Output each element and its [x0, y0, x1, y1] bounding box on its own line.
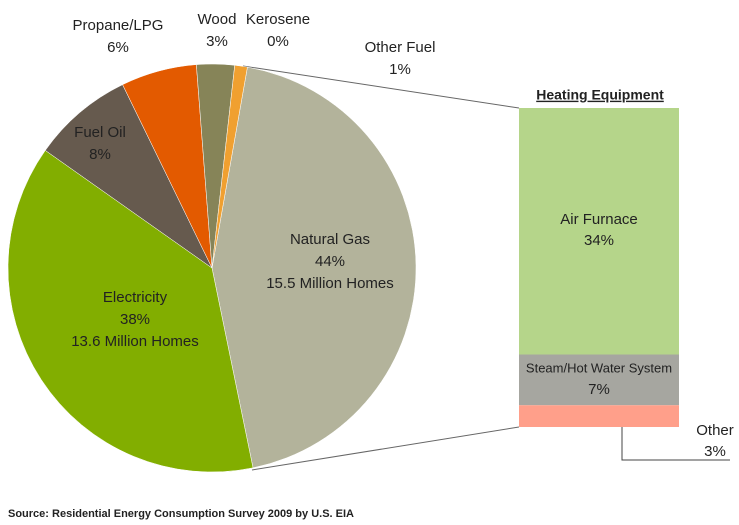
slice-value: 0%	[267, 33, 289, 50]
segment-value: 34%	[584, 232, 614, 249]
slice-label: Propane/LPG	[73, 17, 164, 34]
slice-value: 38%	[120, 311, 150, 328]
slice-label: Other Fuel	[365, 39, 436, 56]
slice-value: 44%	[315, 253, 345, 270]
segment-label: Other	[696, 422, 734, 439]
segment-value: 7%	[588, 381, 610, 398]
source: Source: Residential Energy Consumption S…	[8, 508, 354, 520]
slice-value: 8%	[89, 146, 111, 163]
slice-label: Natural Gas	[290, 231, 370, 248]
leader-line	[621, 427, 730, 461]
pie-slice	[211, 64, 248, 269]
slice-value: 1%	[389, 61, 411, 78]
segment-value: 3%	[704, 443, 726, 460]
slice-label: Electricity	[103, 289, 168, 306]
slice-homes: 15.5 Million Homes	[266, 275, 394, 292]
slice-value: 3%	[206, 33, 228, 50]
slice-label: Wood	[198, 11, 237, 28]
bar-title: Heating Equipment	[536, 87, 664, 103]
pie-slice	[211, 66, 417, 469]
segment-label: Air Furnace	[560, 211, 638, 228]
segment-label: Steam/Hot Water System	[526, 360, 672, 375]
bar-segment	[519, 405, 679, 427]
slice-value: 6%	[107, 39, 129, 56]
connector	[242, 65, 520, 109]
slice-label: Kerosene	[246, 11, 310, 28]
bar-segment	[519, 354, 679, 406]
pie-slice	[44, 84, 213, 269]
pie-slice	[7, 150, 254, 473]
bar-segment	[519, 108, 679, 355]
connector	[251, 426, 520, 471]
slice-label: Fuel Oil	[74, 124, 126, 141]
slice-homes: 13.6 Million Homes	[71, 333, 199, 350]
